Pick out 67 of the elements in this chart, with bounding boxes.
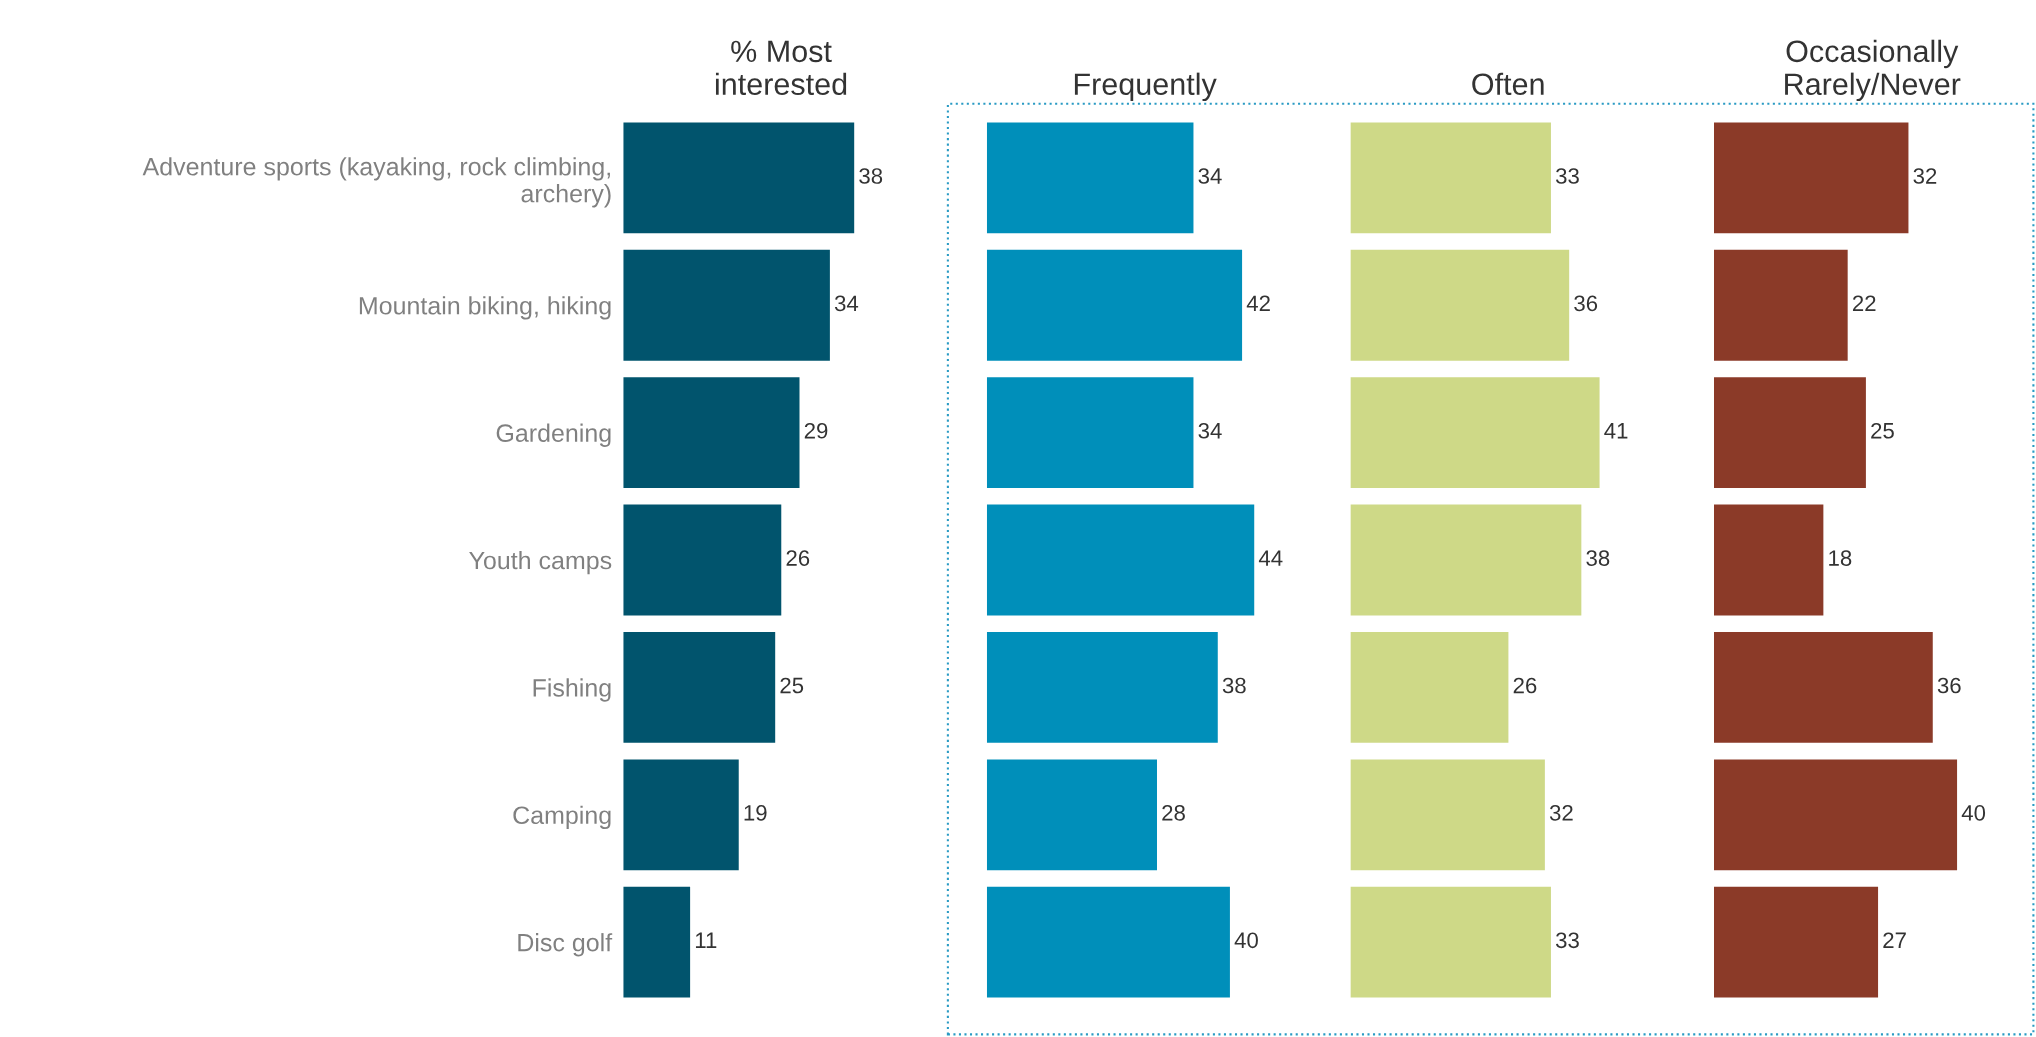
bar xyxy=(1350,886,1551,998)
bar xyxy=(986,122,1194,234)
bar xyxy=(986,504,1255,616)
data-label: 11 xyxy=(695,932,717,948)
data-label: 25 xyxy=(780,677,804,694)
bar xyxy=(623,886,691,998)
bar xyxy=(623,122,855,234)
y-tick-label: Youth camps xyxy=(469,550,612,575)
data-label: 18 xyxy=(1829,550,1852,566)
y-tick-label: Disc golf xyxy=(518,933,613,957)
bar xyxy=(986,759,1157,871)
bar xyxy=(1713,632,1933,743)
bar xyxy=(986,632,1218,743)
data-label: 19 xyxy=(744,805,767,821)
bar xyxy=(1350,759,1545,871)
bar xyxy=(623,249,830,361)
bar xyxy=(1713,886,1879,998)
data-label: 28 xyxy=(1162,805,1185,821)
data-label: 38 xyxy=(1222,677,1246,694)
y-tick-label: Camping xyxy=(513,805,611,830)
y-tick-label: Mountain biking, hiking xyxy=(359,296,611,320)
chart-title: Frequently xyxy=(1074,72,1217,102)
data-label: 32 xyxy=(1549,805,1573,821)
data-label: 25 xyxy=(1871,422,1894,439)
y-tick-label: Fishing xyxy=(533,678,611,702)
bar xyxy=(1713,504,1824,616)
data-label: 36 xyxy=(1937,677,1961,694)
data-label: 33 xyxy=(1555,168,1579,184)
bar xyxy=(986,377,1194,489)
data-label: 26 xyxy=(1513,677,1537,694)
bar xyxy=(623,759,739,871)
bar xyxy=(986,886,1230,998)
data-label: 32 xyxy=(1913,168,1937,184)
bar xyxy=(1713,122,1909,234)
bar xyxy=(1350,122,1551,234)
bar xyxy=(1713,249,1848,361)
bar xyxy=(1713,377,1866,489)
data-label: 44 xyxy=(1258,550,1283,566)
data-label: 26 xyxy=(786,550,810,566)
data-label: 41 xyxy=(1604,423,1628,439)
data-label: 33 xyxy=(1555,932,1579,949)
bar xyxy=(623,377,800,489)
chart-title: Often xyxy=(1472,72,1544,96)
y-tick-label: Gardening xyxy=(496,423,611,447)
bar xyxy=(986,249,1243,361)
data-label: 27 xyxy=(1883,932,1906,948)
data-label: 38 xyxy=(859,168,883,184)
data-label: 22 xyxy=(1852,295,1876,312)
data-label: 38 xyxy=(1586,550,1610,566)
chart-title: Occasionally Rarely/Never xyxy=(1785,39,1961,102)
bar xyxy=(1350,377,1600,489)
bar xyxy=(623,504,782,616)
bar xyxy=(1350,632,1509,743)
data-label: 29 xyxy=(804,422,828,439)
bar xyxy=(1350,249,1570,361)
data-label: 34 xyxy=(1198,422,1222,439)
bar xyxy=(623,632,776,743)
data-label: 34 xyxy=(834,295,859,312)
data-label: 40 xyxy=(1961,805,1986,821)
bar xyxy=(1713,759,1958,871)
data-label: 36 xyxy=(1574,295,1598,312)
chart-title: % Most interested xyxy=(715,40,847,96)
data-label: 42 xyxy=(1246,295,1270,312)
data-label: 40 xyxy=(1234,932,1258,949)
data-label: 34 xyxy=(1198,168,1222,184)
y-tick-label: Adventure sports (kayaking, rock climbing, archery) xyxy=(142,157,611,208)
bar xyxy=(1350,504,1582,616)
